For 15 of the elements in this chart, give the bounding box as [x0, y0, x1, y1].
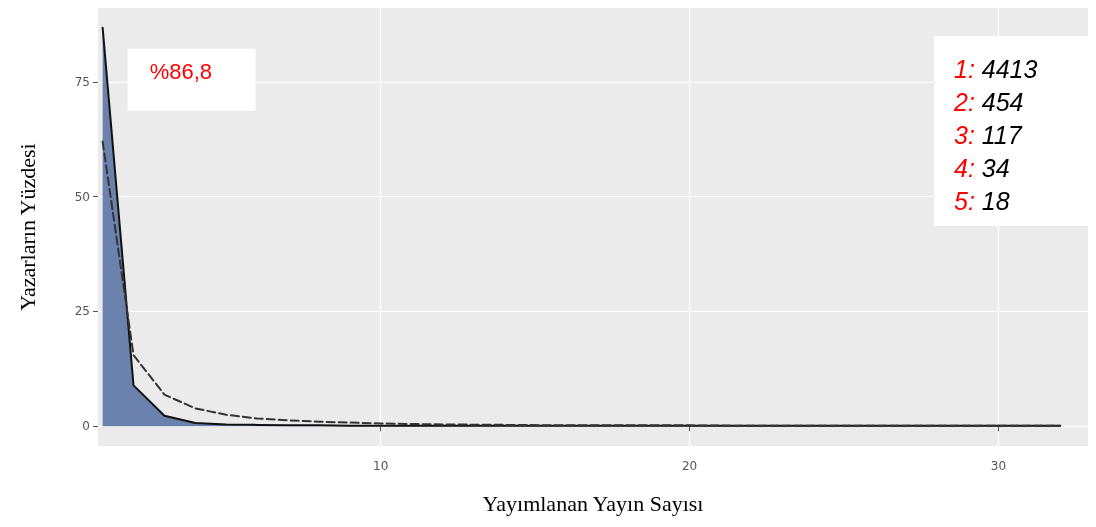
- y-tick-label: 50: [74, 189, 90, 204]
- annotation: %86,8: [149, 59, 213, 85]
- x-tick-label: 20: [681, 459, 698, 473]
- y-tick-label: 0: [82, 419, 90, 434]
- x-axis-title: Yayımlanan Yayın Sayısı: [482, 490, 704, 516]
- x-tick-label: 30: [990, 459, 1007, 473]
- y-tick-label: 25: [74, 304, 90, 319]
- annotation: 4: 34: [954, 153, 1010, 182]
- y-axis-title: Yazarların Yüzdesi: [14, 143, 40, 311]
- annotation: 5: 18: [954, 186, 1010, 215]
- annotation: 3: 117: [954, 120, 1023, 149]
- annotation: 2: 454: [953, 87, 1024, 116]
- x-tick-label: 10: [373, 459, 389, 473]
- annotation: 1: 4413: [954, 54, 1038, 83]
- y-tick-label: 75: [74, 74, 90, 89]
